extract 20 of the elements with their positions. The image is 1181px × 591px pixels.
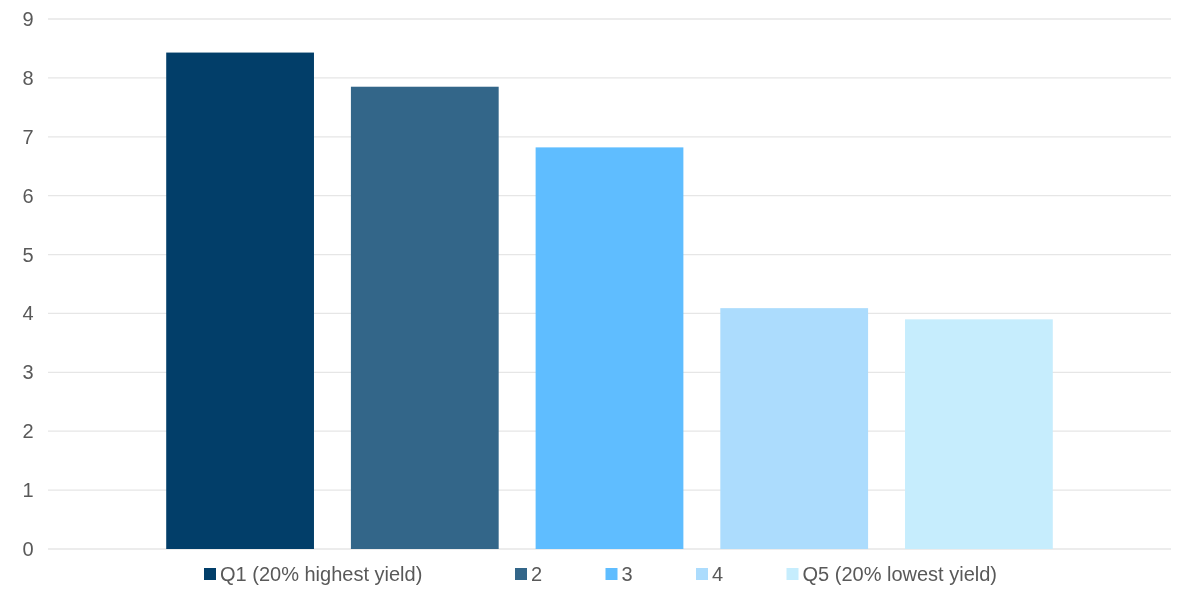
- y-tick-label: 0: [22, 538, 34, 560]
- bar: [905, 319, 1053, 549]
- y-tick-label: 1: [22, 479, 34, 502]
- bar: [535, 147, 684, 549]
- bar: [720, 308, 869, 549]
- y-tick-label: 8: [22, 66, 34, 89]
- legend-label: 2: [531, 563, 543, 585]
- bar: [350, 86, 499, 549]
- legend-label: 3: [621, 563, 633, 585]
- y-tick-label: 6: [22, 184, 34, 207]
- y-tick-label: 2: [22, 420, 34, 443]
- y-tick-label: 5: [22, 243, 34, 266]
- y-tick-label: 9: [22, 8, 34, 30]
- y-tick-label: 3: [22, 361, 34, 384]
- y-tick-label: 4: [22, 302, 34, 325]
- legend-label: Q1 (20% highest yield): [220, 563, 423, 585]
- legend-label: Q5 (20% lowest yield): [802, 563, 998, 585]
- legend-label: 4: [712, 563, 724, 585]
- bar: [166, 52, 314, 549]
- y-tick-label: 7: [22, 125, 34, 148]
